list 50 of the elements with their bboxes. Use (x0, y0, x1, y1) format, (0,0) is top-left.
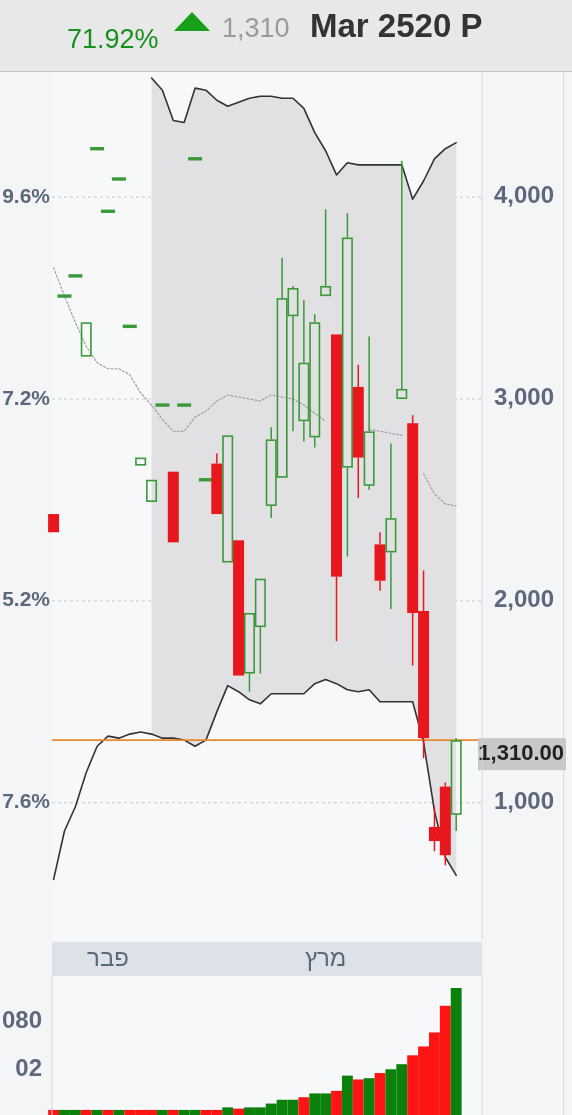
text: 1,310 (222, 13, 290, 43)
bar (331, 1090, 342, 1115)
chart-title: Mar 2520 P (310, 7, 483, 44)
candlestick (233, 540, 245, 676)
candlestick (352, 363, 364, 499)
line-series (150, 77, 457, 200)
bar (298, 1097, 310, 1115)
candlestick (146, 479, 158, 502)
bar (91, 1109, 103, 1115)
candlestick (80, 322, 92, 357)
category-label: 7.2% (2, 385, 50, 409)
bar (156, 1109, 168, 1115)
bar (352, 1079, 364, 1115)
candlestick (211, 452, 223, 515)
bar (102, 1109, 114, 1115)
candlestick (222, 435, 234, 563)
candlestick (331, 334, 343, 642)
category-label: 7.6% (2, 789, 50, 813)
candlestick (48, 514, 60, 533)
category-label: 080 (1, 1005, 42, 1033)
candlestick (341, 212, 353, 558)
candlestick (167, 471, 179, 543)
x-tick-label: פבר (87, 944, 129, 972)
candlestick (450, 737, 462, 832)
candlestick (396, 160, 408, 400)
bar (363, 1078, 375, 1115)
y-tick-label: 2,000 (493, 585, 555, 613)
text: 71.92% (67, 24, 159, 54)
category-label: 02 (15, 1053, 42, 1081)
bar (222, 1107, 234, 1115)
bar (233, 1108, 245, 1115)
ref-line-label: 1,310.00 (478, 739, 564, 765)
bar (113, 1109, 125, 1115)
bar (450, 988, 462, 1115)
category-label: 9.6% (2, 183, 50, 207)
x-tick-label: מרץ (304, 944, 347, 972)
bar (167, 1109, 179, 1115)
candlestick (363, 335, 375, 491)
candlestick (320, 208, 332, 297)
candlestick (374, 531, 386, 592)
bar (341, 1075, 353, 1115)
y-tick-label: 1,000 (493, 787, 555, 815)
bar (374, 1073, 386, 1115)
candlestick (385, 442, 397, 610)
category-label: 5.2% (2, 587, 50, 611)
bar (80, 1109, 92, 1115)
line-series (52, 678, 457, 881)
y-tick-label: 3,000 (493, 383, 555, 411)
candlestick (135, 457, 147, 466)
y-tick-label: 4,000 (493, 181, 555, 209)
